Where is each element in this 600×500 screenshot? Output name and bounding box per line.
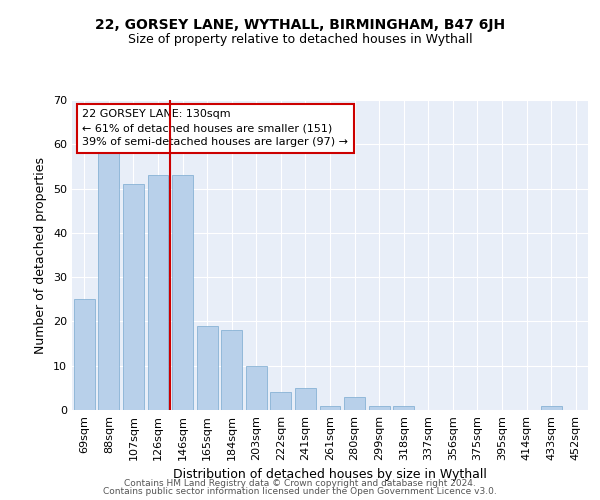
Bar (320, 406, 340, 410)
Y-axis label: Number of detached properties: Number of detached properties (34, 156, 47, 354)
X-axis label: Distribution of detached houses by size in Wythall: Distribution of detached houses by size … (173, 468, 487, 481)
Text: Contains public sector information licensed under the Open Government Licence v3: Contains public sector information licen… (103, 487, 497, 496)
Bar (123, 184, 144, 410)
Text: Size of property relative to detached houses in Wythall: Size of property relative to detached ho… (128, 32, 472, 46)
Bar (246, 366, 267, 410)
Bar (295, 388, 316, 410)
Bar (197, 326, 218, 410)
Bar (271, 392, 292, 410)
Bar (344, 396, 365, 410)
Bar (98, 148, 119, 410)
Bar (393, 406, 414, 410)
Text: 22 GORSEY LANE: 130sqm
← 61% of detached houses are smaller (151)
39% of semi-de: 22 GORSEY LANE: 130sqm ← 61% of detached… (82, 110, 349, 148)
Bar (74, 300, 95, 410)
Text: 22, GORSEY LANE, WYTHALL, BIRMINGHAM, B47 6JH: 22, GORSEY LANE, WYTHALL, BIRMINGHAM, B4… (95, 18, 505, 32)
Bar (541, 406, 562, 410)
Bar (148, 176, 169, 410)
Text: Contains HM Land Registry data © Crown copyright and database right 2024.: Contains HM Land Registry data © Crown c… (124, 478, 476, 488)
Bar (221, 330, 242, 410)
Bar (368, 406, 389, 410)
Bar (172, 176, 193, 410)
